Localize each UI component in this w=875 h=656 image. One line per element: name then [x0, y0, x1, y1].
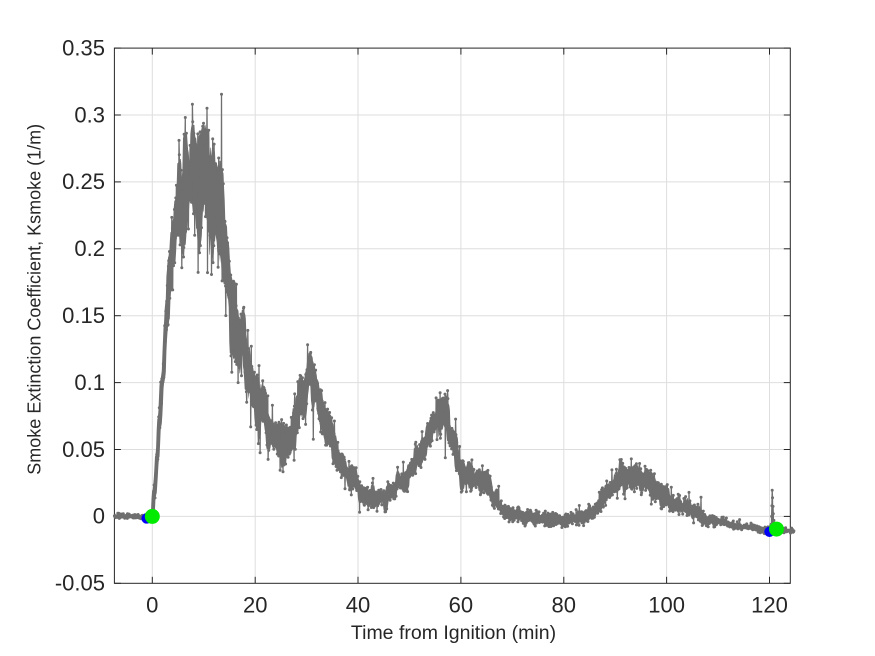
svg-text:0: 0 — [146, 593, 158, 618]
svg-text:-0.05: -0.05 — [55, 571, 105, 596]
svg-text:0.35: 0.35 — [62, 35, 105, 60]
svg-text:0.05: 0.05 — [62, 437, 105, 462]
svg-text:0: 0 — [93, 504, 105, 529]
svg-text:40: 40 — [346, 593, 370, 618]
svg-text:0.1: 0.1 — [74, 370, 105, 395]
svg-text:80: 80 — [552, 593, 576, 618]
svg-text:Smoke Extinction Coefficient,: Smoke Extinction Coefficient, Ksmoke (1/… — [25, 124, 45, 475]
svg-text:120: 120 — [751, 593, 788, 618]
svg-text:60: 60 — [449, 593, 473, 618]
svg-text:20: 20 — [243, 593, 267, 618]
svg-text:0.3: 0.3 — [74, 102, 105, 127]
svg-text:0.25: 0.25 — [62, 169, 105, 194]
svg-text:Time from Ignition (min): Time from Ignition (min) — [351, 622, 556, 644]
svg-text:0.2: 0.2 — [74, 236, 105, 261]
svg-text:100: 100 — [648, 593, 685, 618]
svg-text:0.15: 0.15 — [62, 303, 105, 328]
